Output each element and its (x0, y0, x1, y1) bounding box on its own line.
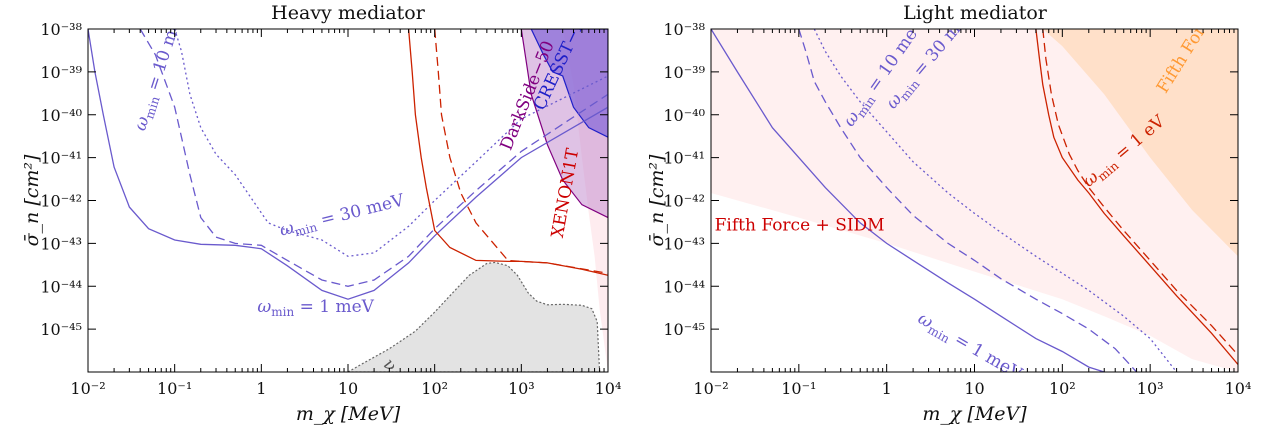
x-tick-label-5: 10³ (508, 379, 535, 398)
series-line-3 (1035, 29, 1238, 365)
chart-title: Light mediator (903, 2, 1048, 24)
y-axis-label: σ̄_n [cm²] (646, 154, 668, 246)
x-tick-label-6: 10⁴ (595, 379, 622, 398)
y-tick-label-4: 10⁻⁴² (663, 192, 705, 211)
series-line-3 (407, 29, 608, 276)
x-tick-label-4: 10² (1049, 379, 1076, 398)
series-line-2 (174, 29, 608, 257)
y-tick-label-4: 10⁻⁴² (40, 192, 82, 211)
region-0 (346, 261, 601, 372)
annotation-0: ωmin = 1 meV (257, 297, 374, 319)
x-tick-label-4: 10² (421, 379, 448, 398)
ticks (87, 28, 609, 373)
y-tick-label-1: 10⁻³⁹ (663, 63, 705, 82)
series-line-0 (711, 29, 1105, 372)
region-1 (1042, 29, 1238, 257)
y-tick-label-3: 10⁻⁴¹ (663, 149, 705, 168)
annotation-0: ωmin = 1 meV (913, 309, 1026, 387)
x-tick-label-3: 10 (338, 379, 358, 398)
y-tick-label-5: 10⁻⁴³ (40, 234, 82, 253)
y-tick-label-7: 10⁻⁴⁵ (663, 320, 705, 339)
x-tick-label-5: 10³ (1137, 379, 1164, 398)
y-tick-label-6: 10⁻⁴⁴ (663, 277, 705, 296)
ticks (710, 28, 1239, 373)
series-line-1 (139, 29, 608, 287)
x-tick-label-1: 10⁻¹ (781, 379, 816, 398)
x-tick-label-0: 10⁻² (70, 379, 105, 398)
annotation-2: ωmin = 30 meV (278, 190, 408, 242)
series-line-4 (1042, 29, 1238, 356)
x-axis-label: m_χ [MeV] (922, 403, 1027, 425)
x-tick-label-3: 10 (964, 379, 984, 398)
y-tick-label-3: 10⁻⁴¹ (40, 149, 82, 168)
x-tick-label-2: 1 (256, 379, 266, 398)
y-tick-label-0: 10⁻³⁸ (663, 20, 705, 39)
series-line-2 (813, 29, 1178, 372)
annotation-5: Fifth Force + SIDM (715, 215, 885, 235)
region-0 (711, 29, 1238, 372)
series-line-4 (434, 29, 608, 274)
x-tick-label-0: 10⁻² (693, 379, 728, 398)
y-tick-label-0: 10⁻³⁸ (40, 20, 82, 39)
x-axis-label: m_χ [MeV] (296, 403, 401, 425)
chart-title: Heavy mediator (271, 2, 426, 24)
series-line-0 (88, 29, 608, 300)
x-tick-label-6: 10⁴ (1225, 379, 1252, 398)
y-tick-label-7: 10⁻⁴⁵ (40, 320, 82, 339)
y-tick-label-2: 10⁻⁴⁰ (40, 106, 82, 125)
y-axis-label: σ̄_n [cm²] (21, 154, 43, 246)
y-tick-label-1: 10⁻³⁹ (40, 63, 82, 82)
x-tick-label-2: 1 (882, 379, 892, 398)
y-tick-label-6: 10⁻⁴⁴ (40, 277, 82, 296)
series-line-1 (798, 29, 1138, 372)
annotation-1: ωmin = 10 meV (130, 5, 191, 134)
y-tick-label-2: 10⁻⁴⁰ (663, 106, 705, 125)
region-3 (530, 29, 608, 138)
y-tick-label-5: 10⁻⁴³ (663, 234, 705, 253)
x-tick-label-1: 10⁻¹ (157, 379, 192, 398)
